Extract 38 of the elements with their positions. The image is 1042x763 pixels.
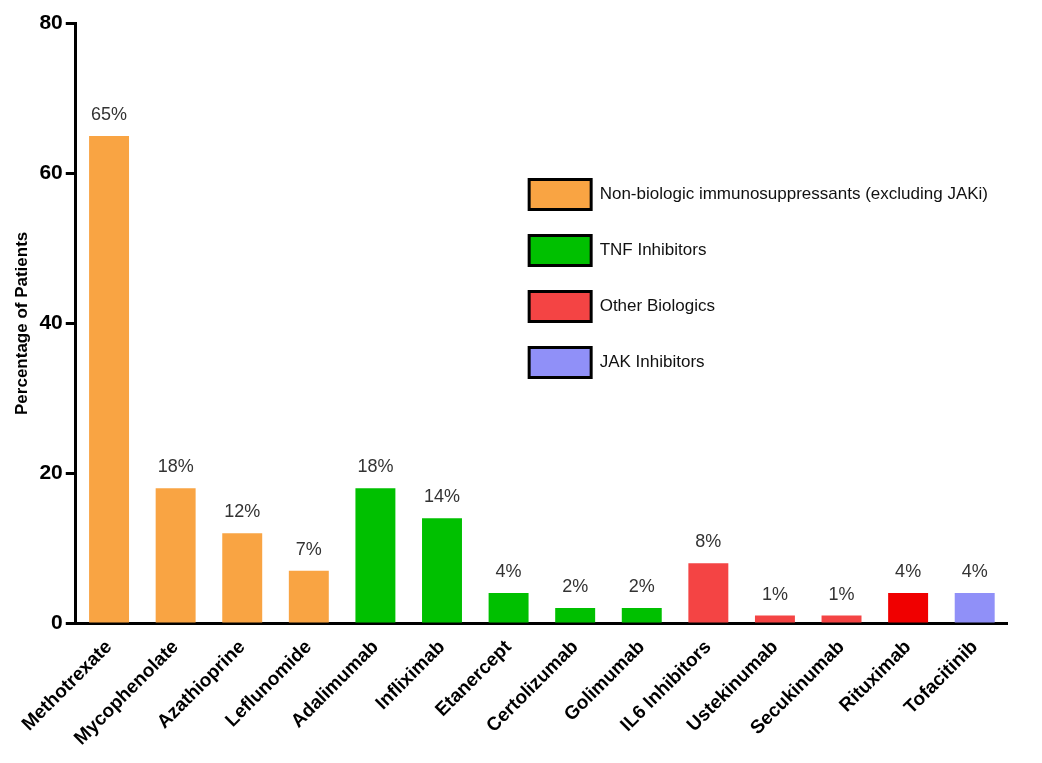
bar xyxy=(355,488,396,623)
bar xyxy=(754,615,795,623)
data-label: 18% xyxy=(357,456,394,477)
data-label: 4% xyxy=(495,561,522,582)
y-axis-title: Percentage of Patients xyxy=(11,231,31,415)
y-tick-label: 40 xyxy=(39,310,63,334)
bar xyxy=(222,533,263,623)
bar xyxy=(155,488,196,623)
data-label: 65% xyxy=(91,103,128,124)
y-tick-label: 60 xyxy=(39,160,63,184)
bar xyxy=(422,518,462,623)
legend-label: TNF Inhibitors xyxy=(599,240,707,260)
bar xyxy=(954,593,995,623)
bar xyxy=(821,615,862,623)
y-tick-label: 80 xyxy=(39,10,63,34)
data-label: 2% xyxy=(628,576,655,597)
data-label: 1% xyxy=(828,583,855,604)
bar xyxy=(621,608,662,623)
data-label: 2% xyxy=(562,576,589,597)
y-tick-label: 20 xyxy=(39,460,63,484)
bar xyxy=(888,593,929,623)
data-label: 18% xyxy=(157,456,194,477)
legend-label: Non-biologic immunosuppressants (excluding JAKi) xyxy=(599,184,988,204)
bar xyxy=(555,608,596,623)
legend-label: Other Biologics xyxy=(599,296,715,316)
bar xyxy=(488,593,529,623)
data-label: 12% xyxy=(224,501,261,522)
data-label: 8% xyxy=(695,531,722,552)
data-label: 4% xyxy=(895,561,922,582)
y-tick-label: 0 xyxy=(51,609,63,633)
data-label: 14% xyxy=(423,486,461,507)
bar xyxy=(688,563,729,623)
legend-label: JAK Inhibitors xyxy=(599,352,705,372)
bar xyxy=(288,570,329,623)
bar xyxy=(89,136,130,623)
data-label: 4% xyxy=(961,561,988,582)
data-label: 7% xyxy=(295,538,322,559)
data-label: 1% xyxy=(761,583,788,604)
